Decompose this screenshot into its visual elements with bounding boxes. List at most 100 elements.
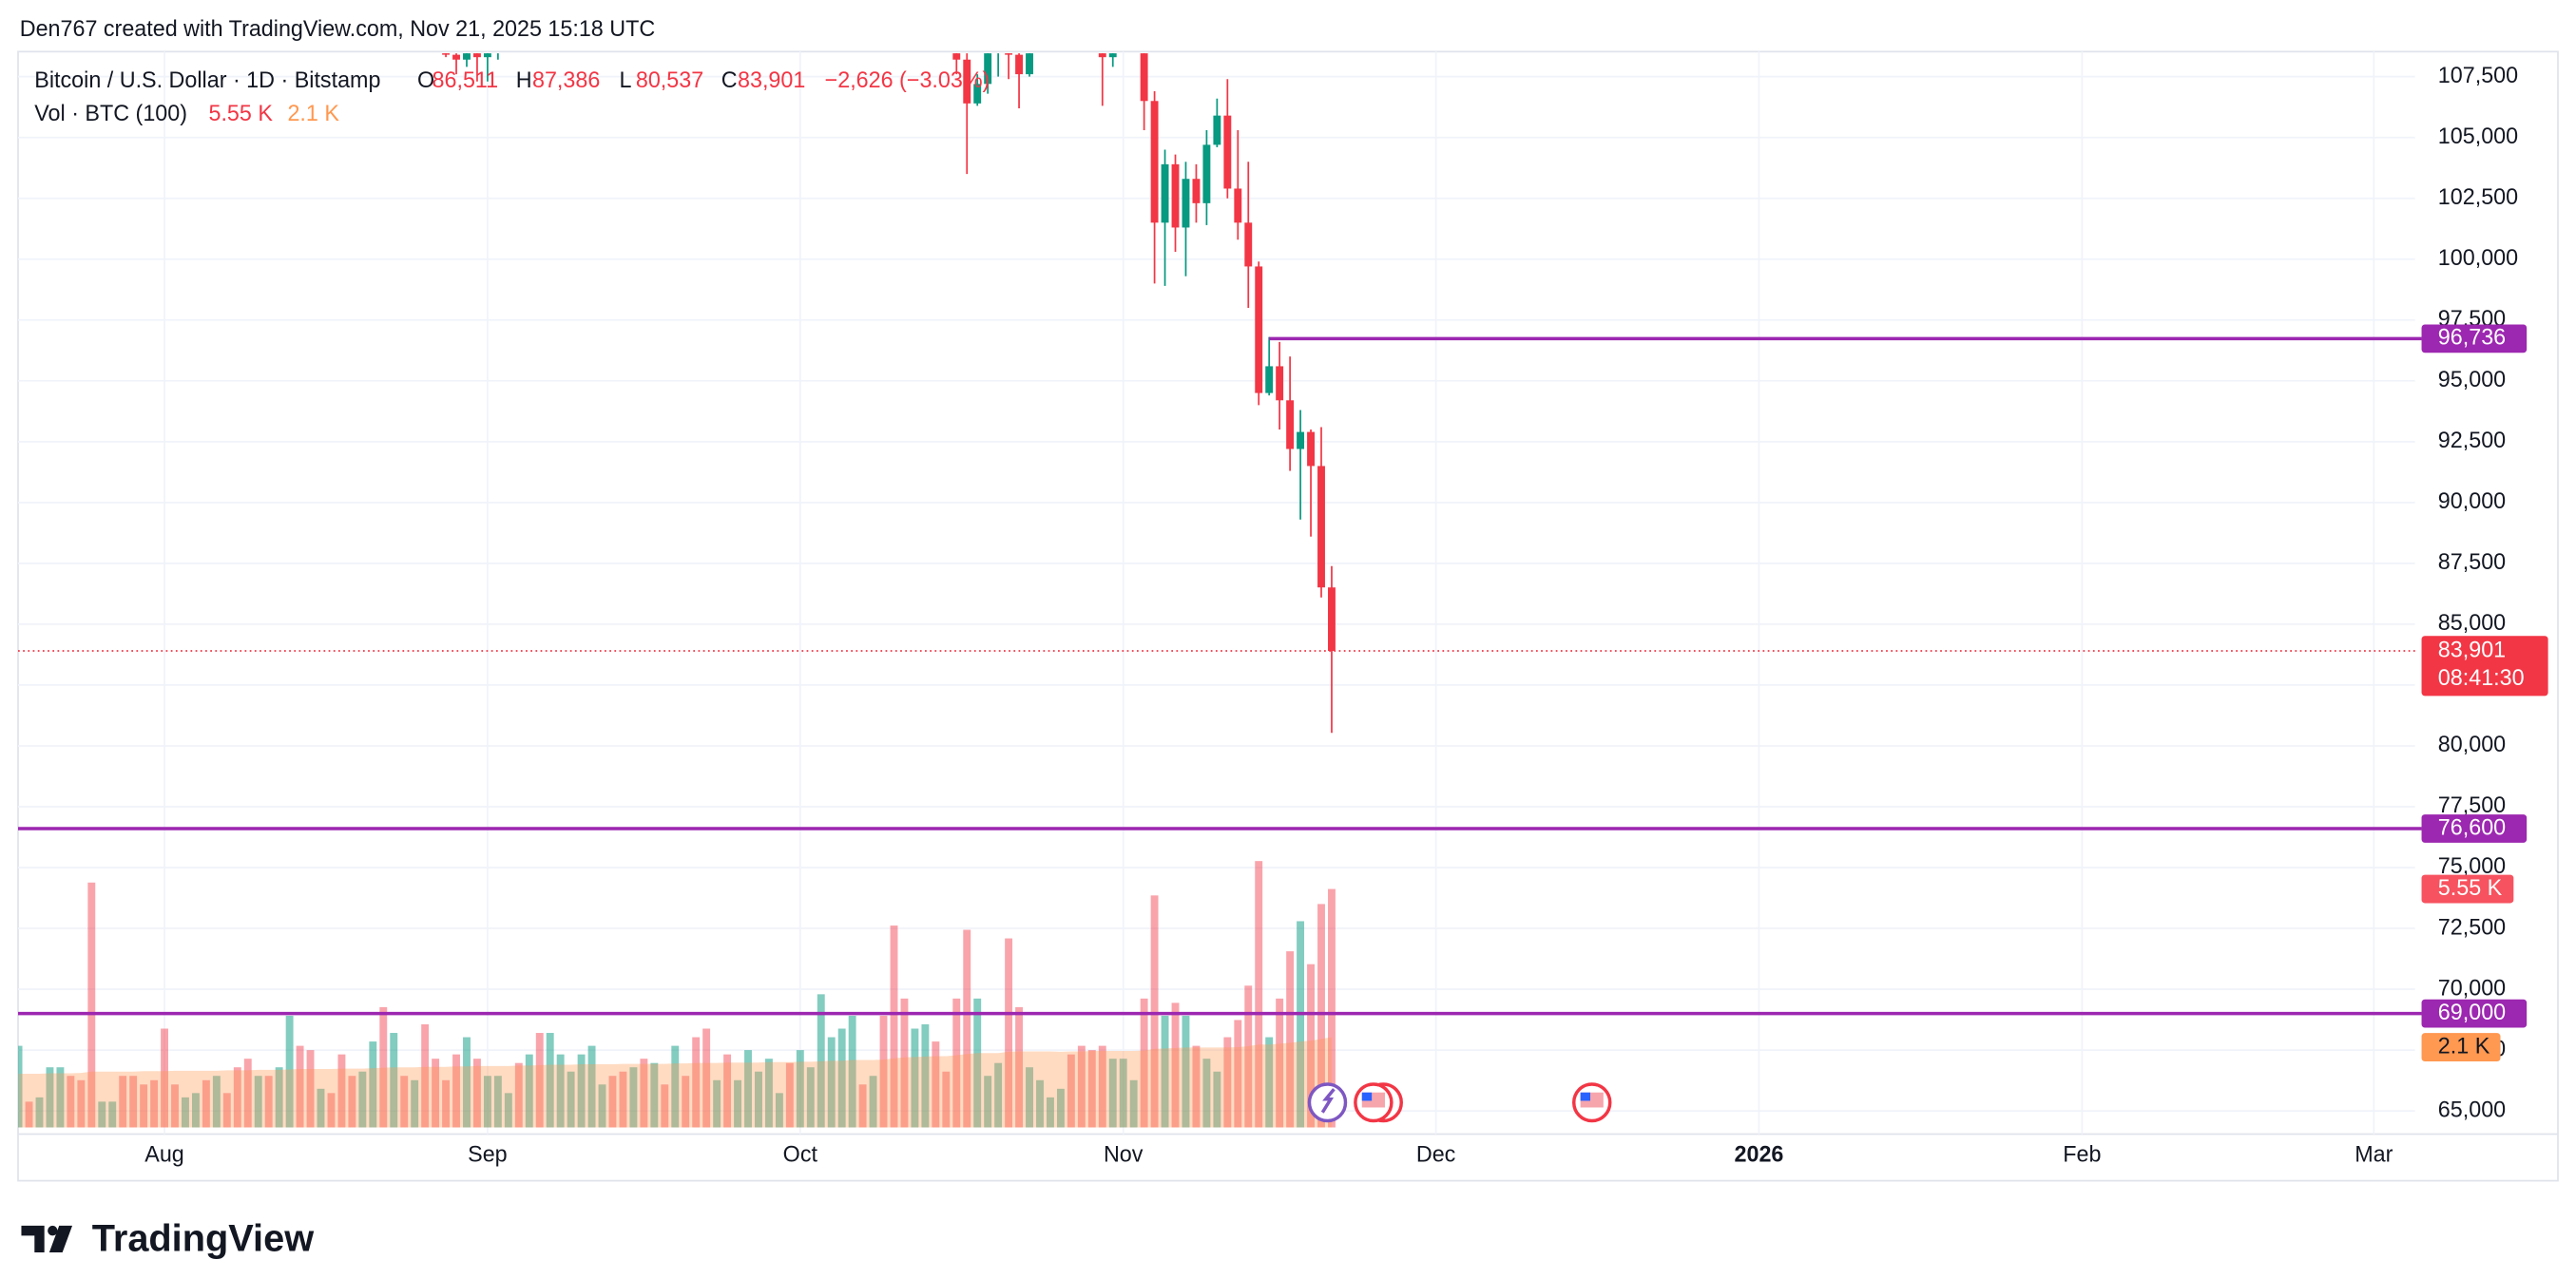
y-tick-label: 92,500 bbox=[2438, 428, 2506, 452]
candle-body bbox=[1005, 53, 1013, 55]
volume-bar bbox=[442, 1079, 451, 1128]
y-tick-label: 70,000 bbox=[2438, 975, 2506, 1000]
candle-body bbox=[1297, 431, 1305, 449]
volume-bar bbox=[682, 1076, 690, 1128]
y-tick-label: 87,500 bbox=[2438, 549, 2506, 574]
volume-bar bbox=[421, 1023, 430, 1128]
candle-body bbox=[1202, 144, 1211, 203]
volume-bar bbox=[243, 1059, 252, 1128]
overlay: Aug Sep Oct Nov Dec 2026 Feb Mar 83,901 08:41:30 9… bbox=[18, 324, 2548, 1167]
volume-bar bbox=[577, 1054, 586, 1128]
y-tick-label: 102,500 bbox=[2438, 184, 2518, 209]
logo-mark bbox=[48, 1225, 58, 1236]
volume-bar bbox=[879, 1015, 888, 1128]
volume-ma-label: 2.1 K bbox=[2438, 1033, 2490, 1058]
volume-bar bbox=[692, 1037, 701, 1128]
volume-bar bbox=[369, 1041, 377, 1128]
volume-bar bbox=[390, 1033, 398, 1128]
volume-bar bbox=[379, 1006, 388, 1128]
events[interactable] bbox=[1307, 1082, 1612, 1123]
volume-bar bbox=[1047, 1097, 1054, 1128]
volume-title: Vol · BTC (100) bbox=[34, 101, 187, 125]
candle-body bbox=[1140, 53, 1148, 102]
volume-bar bbox=[1255, 861, 1263, 1128]
volume-bar bbox=[191, 1093, 200, 1128]
candle-body bbox=[1150, 101, 1159, 223]
ohlc-label: H bbox=[516, 67, 532, 92]
volume-bar bbox=[1213, 1071, 1221, 1128]
volume-bar bbox=[98, 1101, 106, 1128]
candle-body bbox=[452, 54, 460, 60]
logo-text: TradingView bbox=[92, 1217, 315, 1259]
volume-bar bbox=[1244, 985, 1253, 1128]
x-tick-label: Mar bbox=[2355, 1141, 2393, 1166]
volume-bar bbox=[890, 925, 898, 1128]
volume-bar bbox=[473, 1059, 481, 1128]
price-line-box bbox=[2421, 814, 2528, 843]
volume-bar bbox=[900, 998, 909, 1128]
volume-ma-label-box bbox=[2421, 1033, 2501, 1061]
volume-bar bbox=[911, 1028, 919, 1128]
volume-bar bbox=[306, 1050, 315, 1128]
volume-bar bbox=[535, 1033, 544, 1128]
candle-body bbox=[952, 53, 961, 60]
volume-bar bbox=[358, 1071, 367, 1128]
y-tick-label: 100,000 bbox=[2438, 245, 2518, 270]
volume-label: 5.55 K bbox=[2438, 875, 2503, 900]
volume-bar bbox=[702, 1028, 711, 1128]
ohlc-value: 80,537 bbox=[636, 67, 703, 92]
candle-body bbox=[1328, 587, 1336, 652]
volume-bar bbox=[1140, 998, 1148, 1128]
volume-bar bbox=[963, 929, 971, 1128]
volume-bar bbox=[254, 1076, 262, 1128]
volume-bar bbox=[400, 1076, 409, 1128]
volume-bar bbox=[1067, 1054, 1075, 1128]
volume-bar bbox=[348, 1076, 356, 1128]
y-tick-label: 77,500 bbox=[2438, 792, 2506, 817]
volume-bar bbox=[483, 1076, 491, 1128]
y-tick-label: 85,000 bbox=[2438, 610, 2506, 635]
volume-bar bbox=[285, 1015, 294, 1128]
candle-body bbox=[1255, 266, 1263, 393]
volume-bar bbox=[119, 1076, 127, 1128]
candle-body bbox=[1171, 163, 1180, 228]
logo-mark bbox=[48, 1225, 73, 1252]
volume-bar bbox=[432, 1059, 440, 1128]
candle-body bbox=[1223, 115, 1232, 189]
volume-bar bbox=[619, 1071, 627, 1128]
volume-bar bbox=[1108, 1059, 1117, 1128]
volume-bar bbox=[67, 1076, 75, 1128]
volume-bar bbox=[202, 1079, 210, 1128]
volume-bar bbox=[1223, 1037, 1232, 1128]
volume-bar bbox=[296, 1045, 304, 1128]
volume-bar bbox=[87, 882, 96, 1128]
candle-body bbox=[1161, 163, 1169, 223]
candle-body bbox=[1317, 466, 1325, 588]
last-price-box bbox=[2421, 636, 2548, 697]
price-line-box bbox=[2421, 999, 2528, 1028]
ohlc-label: O bbox=[417, 67, 434, 92]
volume-bar bbox=[827, 1037, 836, 1128]
legend: Bitcoin / U.S. Dollar · 1D · Bitstamp O … bbox=[34, 67, 990, 125]
volume-bar bbox=[713, 1079, 721, 1128]
price-line-label: 69,000 bbox=[2438, 1000, 2506, 1024]
ohlc-value: 86,511 bbox=[433, 67, 499, 92]
candle-body bbox=[1015, 54, 1024, 75]
volume-bar bbox=[973, 998, 982, 1128]
candle-body bbox=[963, 59, 971, 104]
volume-bar bbox=[411, 1079, 419, 1128]
volume-bar bbox=[46, 1067, 54, 1128]
candle-body bbox=[1108, 53, 1117, 58]
volume-ma-value: 2.1 K bbox=[287, 101, 339, 125]
volume-bar bbox=[942, 1071, 951, 1128]
volume-bar bbox=[108, 1101, 117, 1128]
candle-body bbox=[1244, 222, 1253, 267]
ohlc-value: 83,901 bbox=[738, 67, 805, 92]
volume-bar bbox=[755, 1071, 762, 1128]
ohlc-label: C bbox=[721, 67, 738, 92]
volume-bar bbox=[806, 1067, 815, 1128]
volume-bar bbox=[1119, 1059, 1127, 1128]
x-tick-label: Nov bbox=[1104, 1141, 1144, 1166]
volume-bar bbox=[275, 1067, 283, 1128]
volume-bar bbox=[952, 998, 961, 1128]
